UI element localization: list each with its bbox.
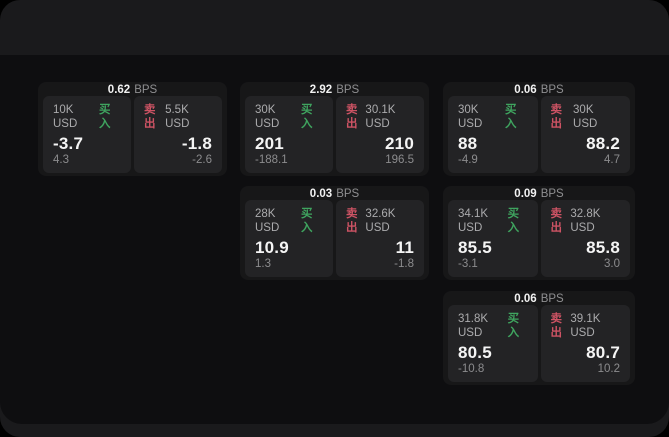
sell-price: 88.2	[586, 134, 620, 153]
buy-sub-value: 1.3	[255, 258, 271, 270]
bps-header: 0.03 BPS	[240, 186, 429, 200]
bps-unit-label: BPS	[540, 293, 564, 305]
sell-size: 32.8K USD	[570, 208, 601, 234]
sell-price: 80.7	[586, 343, 620, 362]
bps-header: 0.62 BPS	[38, 82, 227, 96]
sell-sub-value: 10.2	[597, 363, 620, 375]
quote-body: 10K USD 买入 -3.7 4.3 卖出 5.5K USD -1.8 -2.…	[38, 96, 227, 178]
buy-price: 10.9	[255, 238, 289, 257]
quote-card: 0.62 BPS 10K USD 买入 -3.7 4.3 卖出 5.5K USD	[38, 82, 227, 176]
bps-unit-label: BPS	[336, 84, 360, 96]
bps-value: 0.06	[514, 293, 537, 305]
buy-panel[interactable]: 34.1K USD 买入 85.5 -3.1	[448, 200, 538, 277]
sell-side-label: 卖出	[550, 313, 563, 339]
bps-value: 0.62	[107, 84, 131, 96]
quote-body: 34.1K USD 买入 85.5 -3.1 卖出 32.8K USD 85.8…	[443, 200, 635, 282]
bps-value: 2.92	[309, 84, 333, 96]
buy-panel[interactable]: 30K USD 买入 201 -188.1	[245, 96, 333, 173]
buy-sub-value: -10.8	[458, 363, 485, 375]
sell-side-label: 卖出	[346, 208, 358, 234]
sell-panel[interactable]: 卖出 39.1K USD 80.7 10.2	[540, 305, 630, 382]
bps-unit-label: BPS	[134, 84, 158, 96]
sell-side-label: 卖出	[346, 104, 358, 130]
sell-sub-value: 4.7	[604, 154, 620, 166]
bps-unit-label: BPS	[540, 84, 564, 96]
quote-body: 30K USD 买入 88 -4.9 卖出 30K USD 88.2 4.7	[443, 96, 635, 178]
quote-card: 0.06 BPS 30K USD 买入 88 -4.9 卖出 30K USD	[443, 82, 635, 176]
bps-header: 0.06 BPS	[443, 291, 635, 305]
sell-sub-value: -2.6	[192, 154, 212, 166]
buy-price: 80.5	[458, 343, 492, 362]
buy-sub-value: -3.1	[458, 258, 478, 270]
buy-price: -3.7	[53, 134, 84, 153]
sell-price: 11	[395, 238, 414, 257]
sell-side-label: 卖出	[144, 104, 156, 130]
buy-panel[interactable]: 10K USD 买入 -3.7 4.3	[43, 96, 131, 173]
bps-value: 0.09	[514, 188, 537, 200]
sell-price: -1.8	[181, 134, 212, 153]
buy-side-label: 买入	[507, 313, 520, 339]
sell-panel[interactable]: 卖出 30K USD 88.2 4.7	[540, 96, 630, 173]
buy-panel[interactable]: 30K USD 买入 88 -4.9	[448, 96, 538, 173]
buy-panel[interactable]: 31.8K USD 买入 80.5 -10.8	[448, 305, 538, 382]
quote-card: 0.09 BPS 34.1K USD 买入 85.5 -3.1 卖出 32.8K…	[443, 186, 635, 280]
sell-size: 39.1K USD	[570, 313, 601, 339]
bps-header: 2.92 BPS	[240, 82, 429, 96]
sell-panel[interactable]: 卖出 30.1K USD 210 196.5	[336, 96, 424, 173]
buy-size: 28K USD	[255, 208, 280, 234]
buy-size: 10K USD	[53, 104, 78, 130]
buy-size: 34.1K USD	[458, 208, 489, 234]
buy-side-label: 买入	[300, 208, 313, 234]
buy-size: 30K USD	[255, 104, 280, 130]
buy-sub-value: -188.1	[255, 154, 288, 166]
quote-card: 2.92 BPS 30K USD 买入 201 -188.1 卖出 30.1K …	[240, 82, 429, 176]
sell-size: 30.1K USD	[365, 104, 396, 130]
buy-side-label: 买入	[98, 104, 111, 130]
sell-size: 30K USD	[573, 104, 598, 130]
buy-price: 85.5	[458, 238, 492, 257]
buy-side-label: 买入	[300, 104, 313, 130]
bps-value: 0.03	[309, 188, 333, 200]
sell-side-label: 卖出	[550, 104, 563, 130]
bps-header: 0.09 BPS	[443, 186, 635, 200]
quote-card: 0.06 BPS 31.8K USD 买入 80.5 -10.8 卖出 39.1…	[443, 291, 635, 385]
sell-price: 85.8	[586, 238, 620, 257]
quote-body: 28K USD 买入 10.9 1.3 卖出 32.6K USD 11 -1.8	[240, 200, 429, 282]
sell-sub-value: 196.5	[385, 154, 414, 166]
bps-header: 0.06 BPS	[443, 82, 635, 96]
quote-card: 0.03 BPS 28K USD 买入 10.9 1.3 卖出 32.6K US…	[240, 186, 429, 280]
buy-size: 30K USD	[458, 104, 483, 130]
sell-sub-value: 3.0	[604, 258, 620, 270]
sell-price: 210	[385, 134, 414, 153]
bps-unit-label: BPS	[336, 188, 360, 200]
sell-size: 5.5K USD	[165, 104, 190, 130]
buy-side-label: 买入	[504, 104, 517, 130]
buy-price: 88	[458, 134, 478, 153]
sell-sub-value: -1.8	[394, 258, 414, 270]
sell-side-label: 卖出	[550, 208, 563, 234]
buy-price: 201	[255, 134, 284, 153]
quotes-board: 0.62 BPS 10K USD 买入 -3.7 4.3 卖出 5.5K USD	[0, 55, 669, 424]
quote-body: 30K USD 买入 201 -188.1 卖出 30.1K USD 210 1…	[240, 96, 429, 178]
sell-panel[interactable]: 卖出 32.8K USD 85.8 3.0	[540, 200, 630, 277]
buy-panel[interactable]: 28K USD 买入 10.9 1.3	[245, 200, 333, 277]
buy-sub-value: -4.9	[458, 154, 478, 166]
quote-body: 31.8K USD 买入 80.5 -10.8 卖出 39.1K USD 80.…	[443, 305, 635, 387]
buy-side-label: 买入	[507, 208, 520, 234]
sell-panel[interactable]: 卖出 32.6K USD 11 -1.8	[336, 200, 424, 277]
buy-sub-value: 4.3	[53, 154, 69, 166]
bps-value: 0.06	[514, 84, 537, 96]
sell-panel[interactable]: 卖出 5.5K USD -1.8 -2.6	[134, 96, 222, 173]
sell-size: 32.6K USD	[365, 208, 396, 234]
buy-size: 31.8K USD	[458, 313, 489, 339]
bps-unit-label: BPS	[540, 188, 564, 200]
